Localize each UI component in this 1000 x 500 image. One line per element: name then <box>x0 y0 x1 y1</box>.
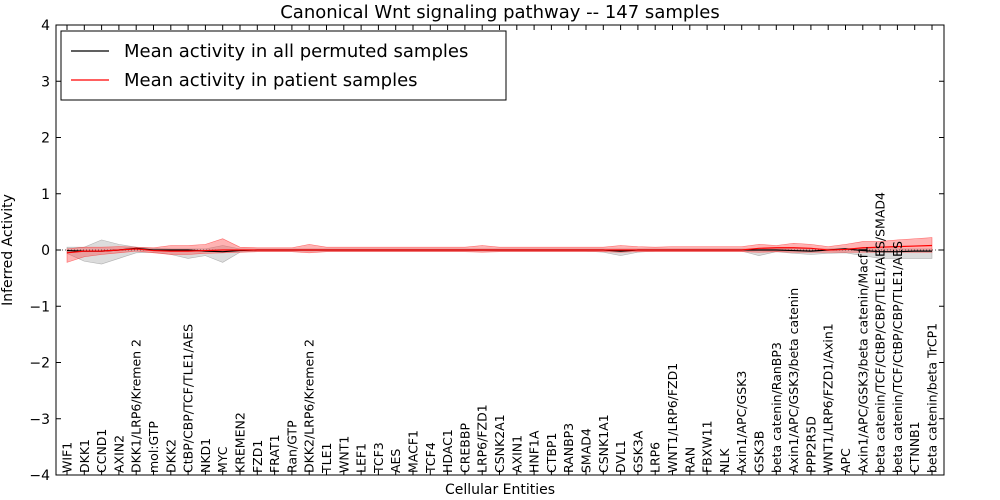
y-tick-label: −1 <box>29 299 50 315</box>
x-tick-label: WNT1 <box>336 436 351 473</box>
x-tick-label: beta catenin/beta TrCP1 <box>925 323 940 473</box>
x-tick-label: CSNK1A1 <box>596 414 611 473</box>
chart-title: Canonical Wnt signaling pathway -- 147 s… <box>280 2 720 23</box>
x-tick-label: DKK1/LRP6/Kremen 2 <box>129 339 144 473</box>
x-tick-label: MACF1 <box>406 430 421 473</box>
x-tick-label: Axin1/APC/GSK3/beta catenin/Macf1 <box>855 246 870 473</box>
x-tick-label: KREMEN2 <box>233 412 248 473</box>
x-axis-label: Cellular Entities <box>445 482 555 498</box>
series-1-line <box>66 244 933 254</box>
y-tick-label: 1 <box>41 187 50 203</box>
plot-area: −4 −3 −2 −1 0 1 2 3 4 WIF1 DKK1 CCND1 AXIN2 DKK1/LRP6… <box>29 18 944 484</box>
x-tick-label: AES <box>388 449 403 473</box>
x-tick-label: NKD1 <box>198 438 213 473</box>
x-tick-label: WNT1/LRP6/FZD1/Axin1 <box>821 323 836 473</box>
x-tick-label: GSK3B <box>752 431 767 473</box>
x-tick-label: FRAT1 <box>267 434 282 473</box>
x-tick-label: mol:GTP <box>146 421 161 473</box>
x-tick-label: TCF4 <box>423 442 438 474</box>
x-tick-label: HDAC1 <box>440 429 455 473</box>
x-tick-label: DKK1 <box>77 439 92 473</box>
x-tick-label: RANBP3 <box>561 423 576 473</box>
x-tick-label: CTNNB1 <box>907 421 922 473</box>
x-tick-label: beta catenin/RanBP3 <box>769 342 784 473</box>
plot-frame <box>55 24 945 476</box>
x-tick-label: TCF3 <box>371 442 386 474</box>
x-tick-label: beta catenin/TCF/CtBP/CBP/TLE1/AES <box>890 241 905 473</box>
x-tick-label: TLE1 <box>319 443 334 474</box>
x-tick-label: DKK2 <box>163 439 178 473</box>
x-tick-label: Axin1/APC/GSK3/beta catenin <box>786 288 801 473</box>
x-tick-label: AXIN1 <box>509 435 524 473</box>
x-tick-label: LRP6/FZD1 <box>475 404 490 473</box>
x-tick-label: APC <box>838 448 853 473</box>
x-tick-label: DKK2/LRP6/Kremen 2 <box>302 339 317 473</box>
x-tick-label: PPP2R5D <box>803 416 818 473</box>
y-tick-label: −2 <box>29 356 50 372</box>
x-tick-label: CtBP/CBP/TCF/TLE1/AES <box>181 324 196 473</box>
x-tick-label: beta catenin/TCF/CtBP/CBP/TLE1/AES/SMAD4 <box>873 192 888 473</box>
legend-box <box>60 30 507 101</box>
y-tick-label: 2 <box>41 131 50 147</box>
x-tick-label: WNT1/LRP6/FZD1 <box>665 363 680 473</box>
legend: Mean activity in all permuted samples Mea… <box>60 30 507 101</box>
x-tick-label: NLK <box>717 448 732 473</box>
x-tick-label: FZD1 <box>250 440 265 473</box>
y-tick-label: 4 <box>41 18 50 34</box>
x-tick-label: WIF1 <box>60 442 75 473</box>
x-tick-label: LRP6 <box>648 442 663 473</box>
x-tick-label: SMAD4 <box>579 428 594 473</box>
x-tick-label: CCND1 <box>94 429 109 473</box>
x-tick-label: HNF1A <box>527 430 542 473</box>
x-tick-label: Axin1/APC/GSK3 <box>734 371 749 473</box>
legend-entry-1: Mean activity in patient samples <box>124 70 418 91</box>
x-tick-label: RAN <box>682 447 697 473</box>
y-tick-label: −3 <box>29 412 50 428</box>
x-tick-label: LEF1 <box>354 443 369 473</box>
x-tick-label: CREBBP <box>457 423 472 473</box>
y-axis-label: Inferred Activity <box>0 194 16 306</box>
legend-entry-0: Mean activity in all permuted samples <box>124 41 468 62</box>
x-tick-label: GSK3A <box>630 430 645 473</box>
x-tick-label: CSNK2A1 <box>492 414 507 473</box>
x-tick-label: FBXW11 <box>700 420 715 473</box>
x-tick-label: MYC <box>215 446 230 473</box>
x-tick-label: AXIN2 <box>111 435 126 473</box>
y-tick-label: −4 <box>29 468 50 484</box>
x-tick-label: CTBP1 <box>544 433 559 473</box>
x-tick-label: Ran/GTP <box>284 420 299 473</box>
y-tick-label: 3 <box>41 74 50 90</box>
y-tick-label: 0 <box>41 243 50 259</box>
x-tick-label: DVL1 <box>613 440 628 473</box>
